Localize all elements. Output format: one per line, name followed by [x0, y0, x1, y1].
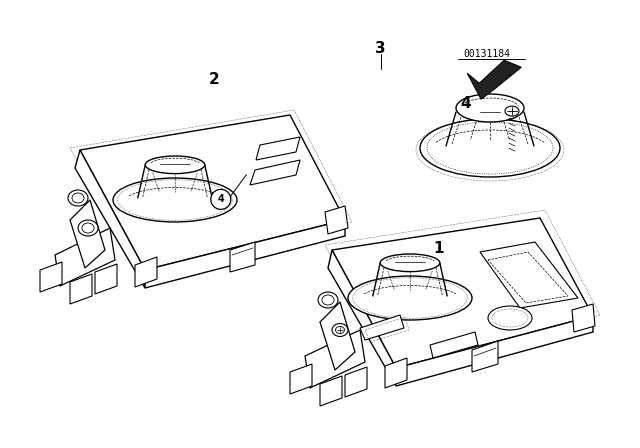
Ellipse shape: [332, 323, 348, 336]
Text: 00131184: 00131184: [463, 49, 510, 59]
Polygon shape: [430, 332, 478, 358]
Polygon shape: [70, 200, 105, 268]
Polygon shape: [345, 367, 367, 397]
Polygon shape: [95, 264, 117, 294]
Polygon shape: [385, 358, 407, 388]
Polygon shape: [360, 315, 404, 340]
Ellipse shape: [505, 106, 519, 116]
Polygon shape: [480, 242, 578, 308]
Polygon shape: [145, 220, 345, 288]
Circle shape: [211, 190, 231, 209]
Ellipse shape: [335, 327, 344, 333]
Text: 3: 3: [376, 41, 386, 56]
Polygon shape: [135, 257, 157, 287]
Ellipse shape: [113, 178, 237, 222]
Polygon shape: [230, 242, 255, 272]
Polygon shape: [332, 218, 593, 368]
Text: 1: 1: [433, 241, 444, 256]
Polygon shape: [467, 60, 521, 99]
Polygon shape: [396, 316, 593, 386]
Polygon shape: [75, 150, 145, 288]
Polygon shape: [488, 252, 568, 303]
Text: 2: 2: [209, 72, 220, 87]
Polygon shape: [328, 250, 396, 386]
Ellipse shape: [145, 156, 205, 174]
Ellipse shape: [78, 220, 98, 236]
Ellipse shape: [380, 254, 440, 271]
Polygon shape: [250, 160, 300, 185]
Polygon shape: [80, 115, 345, 270]
Text: 4: 4: [218, 194, 224, 204]
Ellipse shape: [348, 276, 472, 320]
Polygon shape: [55, 228, 115, 286]
Ellipse shape: [488, 306, 532, 330]
Ellipse shape: [72, 193, 84, 203]
Polygon shape: [320, 376, 342, 406]
Ellipse shape: [456, 94, 524, 122]
Ellipse shape: [68, 190, 88, 206]
Polygon shape: [70, 274, 92, 304]
Polygon shape: [305, 330, 365, 388]
Polygon shape: [290, 364, 312, 394]
Polygon shape: [256, 137, 300, 160]
Ellipse shape: [82, 223, 94, 233]
Ellipse shape: [322, 295, 334, 305]
Ellipse shape: [318, 292, 338, 308]
Text: 4: 4: [461, 95, 471, 111]
Polygon shape: [320, 302, 355, 370]
Polygon shape: [40, 262, 62, 292]
Ellipse shape: [420, 119, 560, 177]
Polygon shape: [472, 341, 498, 372]
Polygon shape: [325, 206, 348, 234]
Polygon shape: [572, 304, 595, 332]
